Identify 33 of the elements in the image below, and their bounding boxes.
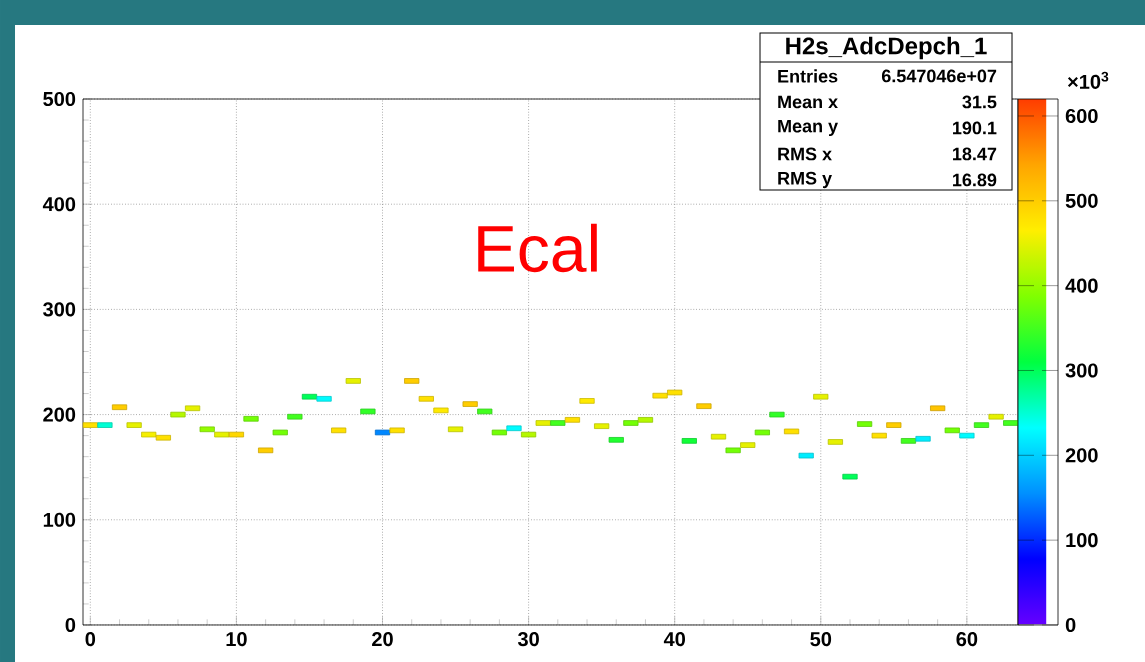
color-bar-label: 600	[1065, 108, 1098, 124]
color-bar-label: 0	[1065, 617, 1076, 633]
text: 6.547046e+07	[881, 69, 997, 83]
color-bar-label: 400	[1065, 278, 1098, 293]
chart-title: H2s_AdcDepch_1	[786, 36, 987, 60]
y-tick-label: 400	[42, 197, 76, 212]
x-tick-label: 10	[226, 632, 247, 647]
x-tick-label: 50	[810, 632, 832, 647]
y-tick-label: 100	[43, 512, 76, 527]
y-tick-label: 300	[43, 302, 76, 317]
x-tick-label: 0	[85, 632, 96, 647]
annotation: RMS x	[778, 147, 832, 161]
annotation: Mean y	[778, 119, 838, 137]
annotation: 190.1	[953, 121, 997, 135]
y-tick-label: 0	[65, 617, 76, 633]
color-bar-label: 300	[1065, 363, 1098, 378]
color-bar-label: 500	[1065, 193, 1098, 208]
x-tick-label: 60	[956, 632, 978, 647]
y-tick-label: 500	[43, 91, 76, 107]
annotation: Ecal	[478, 223, 597, 273]
x-tick-label: 30	[517, 632, 539, 647]
color-bar-label: 100	[1066, 533, 1098, 548]
color-bar-label: 200	[1065, 448, 1098, 463]
text: Entries	[778, 69, 838, 83]
x-tick-label: 40	[663, 632, 686, 647]
annotation: RMS y	[778, 171, 832, 189]
annotation: 31.5	[962, 95, 997, 109]
x-tick-label: 20	[372, 632, 393, 647]
annotation: 18.47	[953, 147, 997, 161]
color-bar-title: ×10$^{3}$	[1067, 71, 1109, 89]
annotation: Mean x	[778, 95, 838, 109]
y-tick-label: 200	[43, 407, 76, 422]
annotation: 16.89	[953, 173, 997, 187]
